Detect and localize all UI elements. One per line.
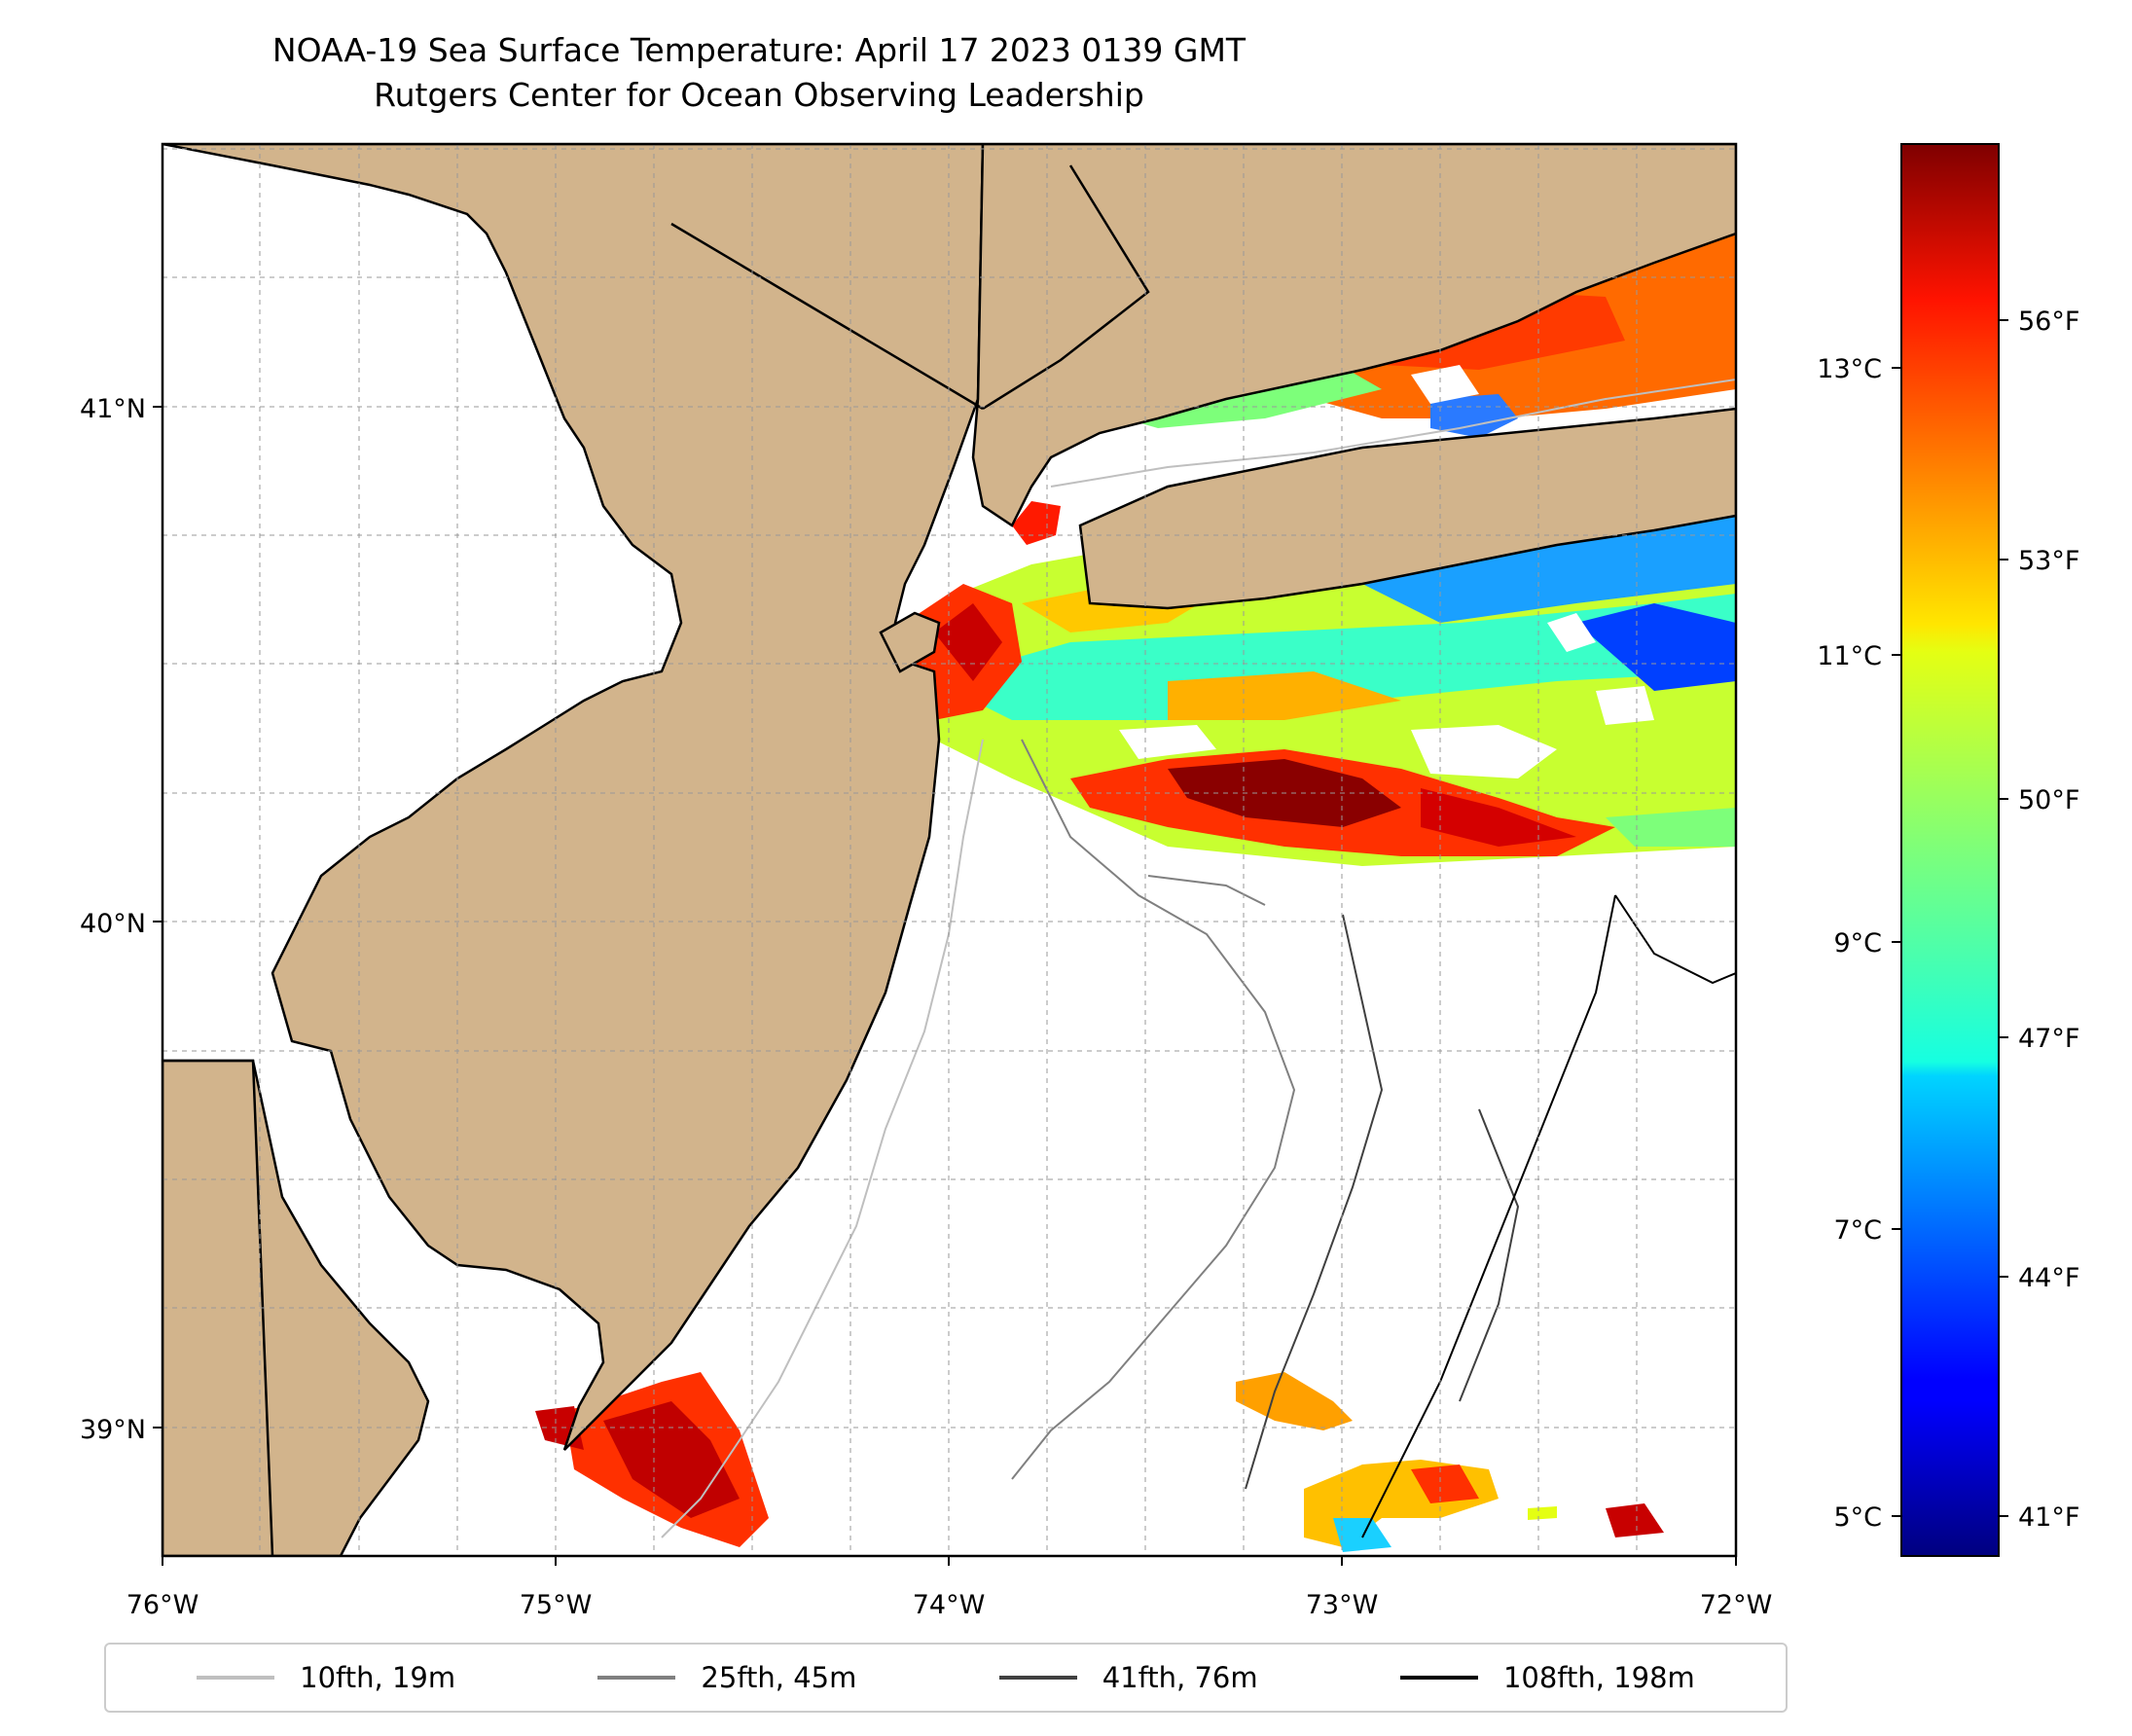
colorbar-celsius-label: 13°C <box>1817 354 1882 384</box>
colorbar-ticks <box>1892 319 2008 1517</box>
legend-swatch <box>998 1676 1077 1680</box>
isobath-19m <box>661 379 1736 1538</box>
legend-item-10fth: 10fth, 19m <box>197 1661 455 1694</box>
x-tick-label: 73°W <box>1306 1590 1379 1620</box>
x-tick-label: 72°W <box>1700 1590 1773 1620</box>
x-tick-label: 75°W <box>520 1590 593 1620</box>
colorbar-celsius-label: 11°C <box>1817 641 1882 671</box>
legend-swatch <box>597 1676 676 1680</box>
land <box>163 144 1736 1556</box>
colorbar-fahrenheit-label: 41°F <box>2018 1502 2079 1533</box>
y-tick-label: 41°N <box>80 394 146 424</box>
legend-swatch <box>1399 1676 1478 1680</box>
y-tick-label: 39°N <box>80 1415 146 1445</box>
axis-ticks <box>153 406 1737 1566</box>
isobath-198m <box>1361 894 1736 1538</box>
y-tick-label: 40°N <box>80 909 146 939</box>
x-tick-label: 74°W <box>913 1590 986 1620</box>
colorbar-fahrenheit-label: 50°F <box>2018 785 2079 815</box>
colorbar-fahrenheit-label: 53°F <box>2018 546 2079 576</box>
legend-label: 25fth, 45m <box>701 1661 857 1694</box>
state-boundaries <box>163 164 1150 1556</box>
legend-label: 10fth, 19m <box>300 1661 456 1694</box>
isobath-45m <box>1011 739 1296 1480</box>
isobath-76m <box>1245 914 1520 1490</box>
legend-item-108fth: 108fth, 198m <box>1399 1661 1695 1694</box>
gridlines <box>163 144 1736 1556</box>
isobath-legend: 10fth, 19m 25fth, 45m 41fth, 76m 108fth,… <box>104 1643 1788 1713</box>
legend-item-25fth: 25fth, 45m <box>597 1661 856 1694</box>
colorbar <box>1900 143 2000 1557</box>
legend-item-41fth: 41fth, 76m <box>998 1661 1258 1694</box>
colorbar-celsius-label: 7°C <box>1833 1215 1882 1246</box>
colorbar-fahrenheit-label: 47°F <box>2018 1024 2079 1054</box>
map-subtitle: Rutgers Center for Ocean Observing Leade… <box>374 76 1144 114</box>
colorbar-fahrenheit-label: 44°F <box>2018 1263 2079 1293</box>
map-title: NOAA-19 Sea Surface Temperature: April 1… <box>271 31 1247 69</box>
map-area <box>163 144 1736 1556</box>
x-tick-label: 76°W <box>126 1590 199 1620</box>
legend-swatch <box>197 1676 275 1680</box>
colorbar-celsius-label: 9°C <box>1833 928 1882 958</box>
legend-label: 108fth, 198m <box>1502 1661 1695 1694</box>
colorbar-fahrenheit-label: 56°F <box>2018 307 2079 337</box>
colorbar-celsius-label: 5°C <box>1833 1502 1882 1533</box>
legend-label: 41fth, 76m <box>1102 1661 1258 1694</box>
